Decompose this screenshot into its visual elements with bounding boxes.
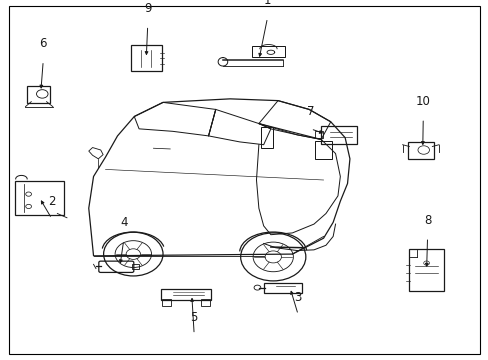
Text: 7: 7	[306, 105, 314, 118]
Text: 5: 5	[190, 311, 198, 324]
Text: 3: 3	[294, 291, 301, 304]
Text: 8: 8	[423, 213, 430, 226]
Text: 2: 2	[48, 195, 56, 208]
Text: 1: 1	[263, 0, 271, 7]
Text: 10: 10	[415, 95, 430, 108]
Text: 9: 9	[143, 2, 151, 15]
Text: 6: 6	[40, 37, 47, 50]
Text: 4: 4	[120, 216, 127, 229]
